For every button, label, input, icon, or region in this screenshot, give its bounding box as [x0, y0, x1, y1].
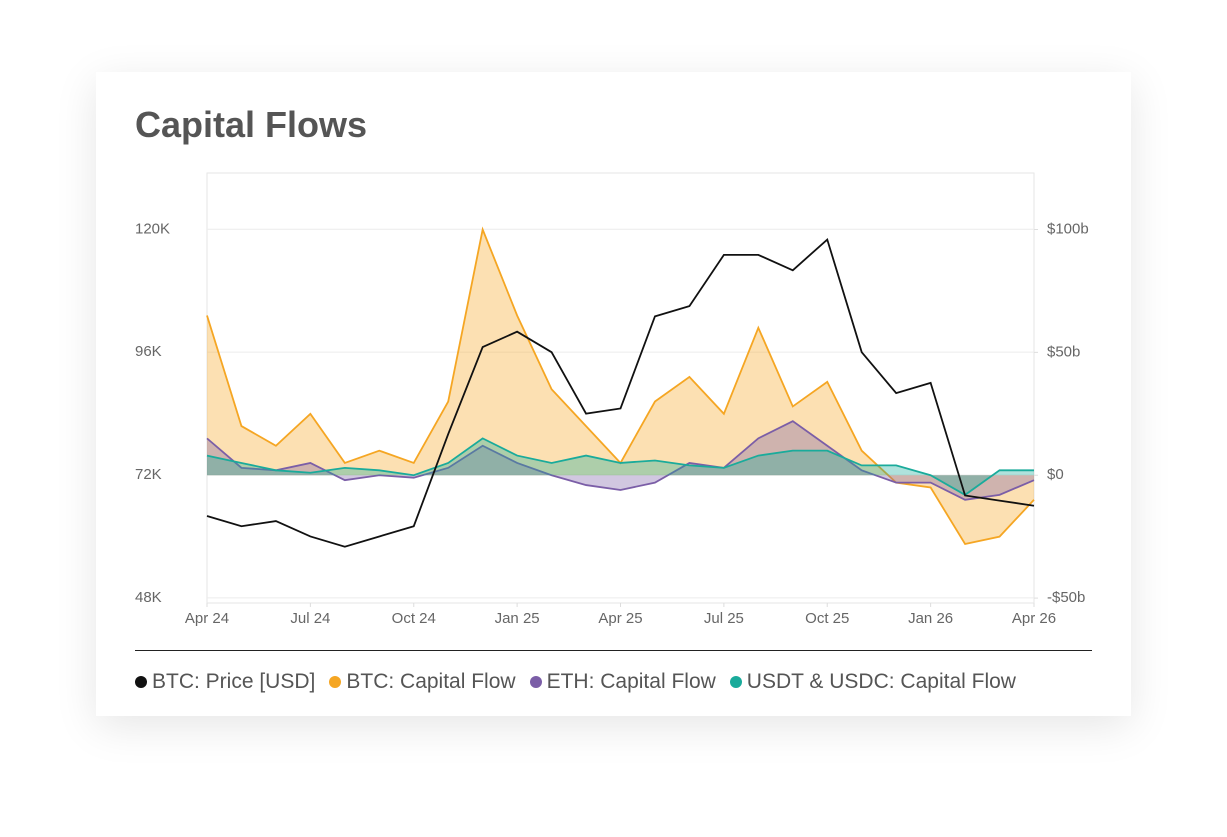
x-tick-label: Jan 26 — [908, 610, 953, 627]
area-fill — [207, 229, 1034, 545]
legend-item[interactable]: USDT & USDC: Capital Flow — [729, 670, 1016, 694]
y-tick-label: 96K — [135, 343, 162, 360]
x-tick-label: Apr 25 — [598, 610, 642, 627]
x-tick-label: Oct 24 — [392, 610, 436, 627]
x-tick-label: Jul 24 — [290, 610, 330, 627]
chart: 48K 72K 96K 120K -$50b $0 $50b $100b Apr 24 Jul 2… — [135, 172, 1089, 627]
y2-tick-label: $50b — [1047, 343, 1080, 360]
legend-dot — [135, 676, 147, 688]
plot-frame — [206, 172, 1035, 604]
x-tick-label: Jan 25 — [495, 610, 540, 627]
legend-dot — [329, 676, 342, 688]
price-line — [206, 237, 1035, 548]
y-tick-label: 72K — [135, 466, 162, 483]
y2-tick-label: $0 — [1047, 466, 1064, 483]
legend-item[interactable]: BTC: Capital Flow — [329, 670, 516, 694]
flow-line — [206, 226, 1035, 546]
y2-tick-label: -$50b — [1047, 589, 1085, 606]
legend-label: USDT & USDC: Capital Flow — [746, 670, 1016, 693]
legend: BTC: Price [USD] BTC: Capital Flow ETH: Ca… — [135, 670, 1016, 694]
flow-line — [206, 420, 1035, 501]
card: Capital Flows 48K 72K 96K 120K -$50b $0 $50b $1… — [96, 72, 1131, 716]
y-tick-label: 48K — [135, 589, 162, 606]
x-tick-label: Oct 25 — [805, 610, 849, 627]
divider — [135, 650, 1092, 651]
legend-label: BTC: Capital Flow — [346, 670, 516, 693]
legend-item[interactable]: ETH: Capital Flow — [529, 670, 716, 694]
legend-label: ETH: Capital Flow — [546, 670, 716, 693]
chart-title: Capital Flows — [135, 104, 368, 145]
x-tick-label: Apr 24 — [185, 610, 229, 627]
x-tick-label: Jul 25 — [704, 610, 744, 627]
legend-dot — [529, 676, 542, 688]
y-tick-label: 120K — [135, 220, 170, 237]
area-fill — [207, 438, 1034, 495]
legend-dot — [729, 676, 742, 688]
x-tick-label: Apr 26 — [1012, 610, 1056, 627]
legend-label: BTC: Price [USD] — [152, 670, 316, 693]
flow-line — [206, 437, 1034, 496]
legend-item[interactable]: BTC: Price [USD] — [135, 670, 315, 694]
y2-tick-label: $100b — [1047, 220, 1089, 237]
